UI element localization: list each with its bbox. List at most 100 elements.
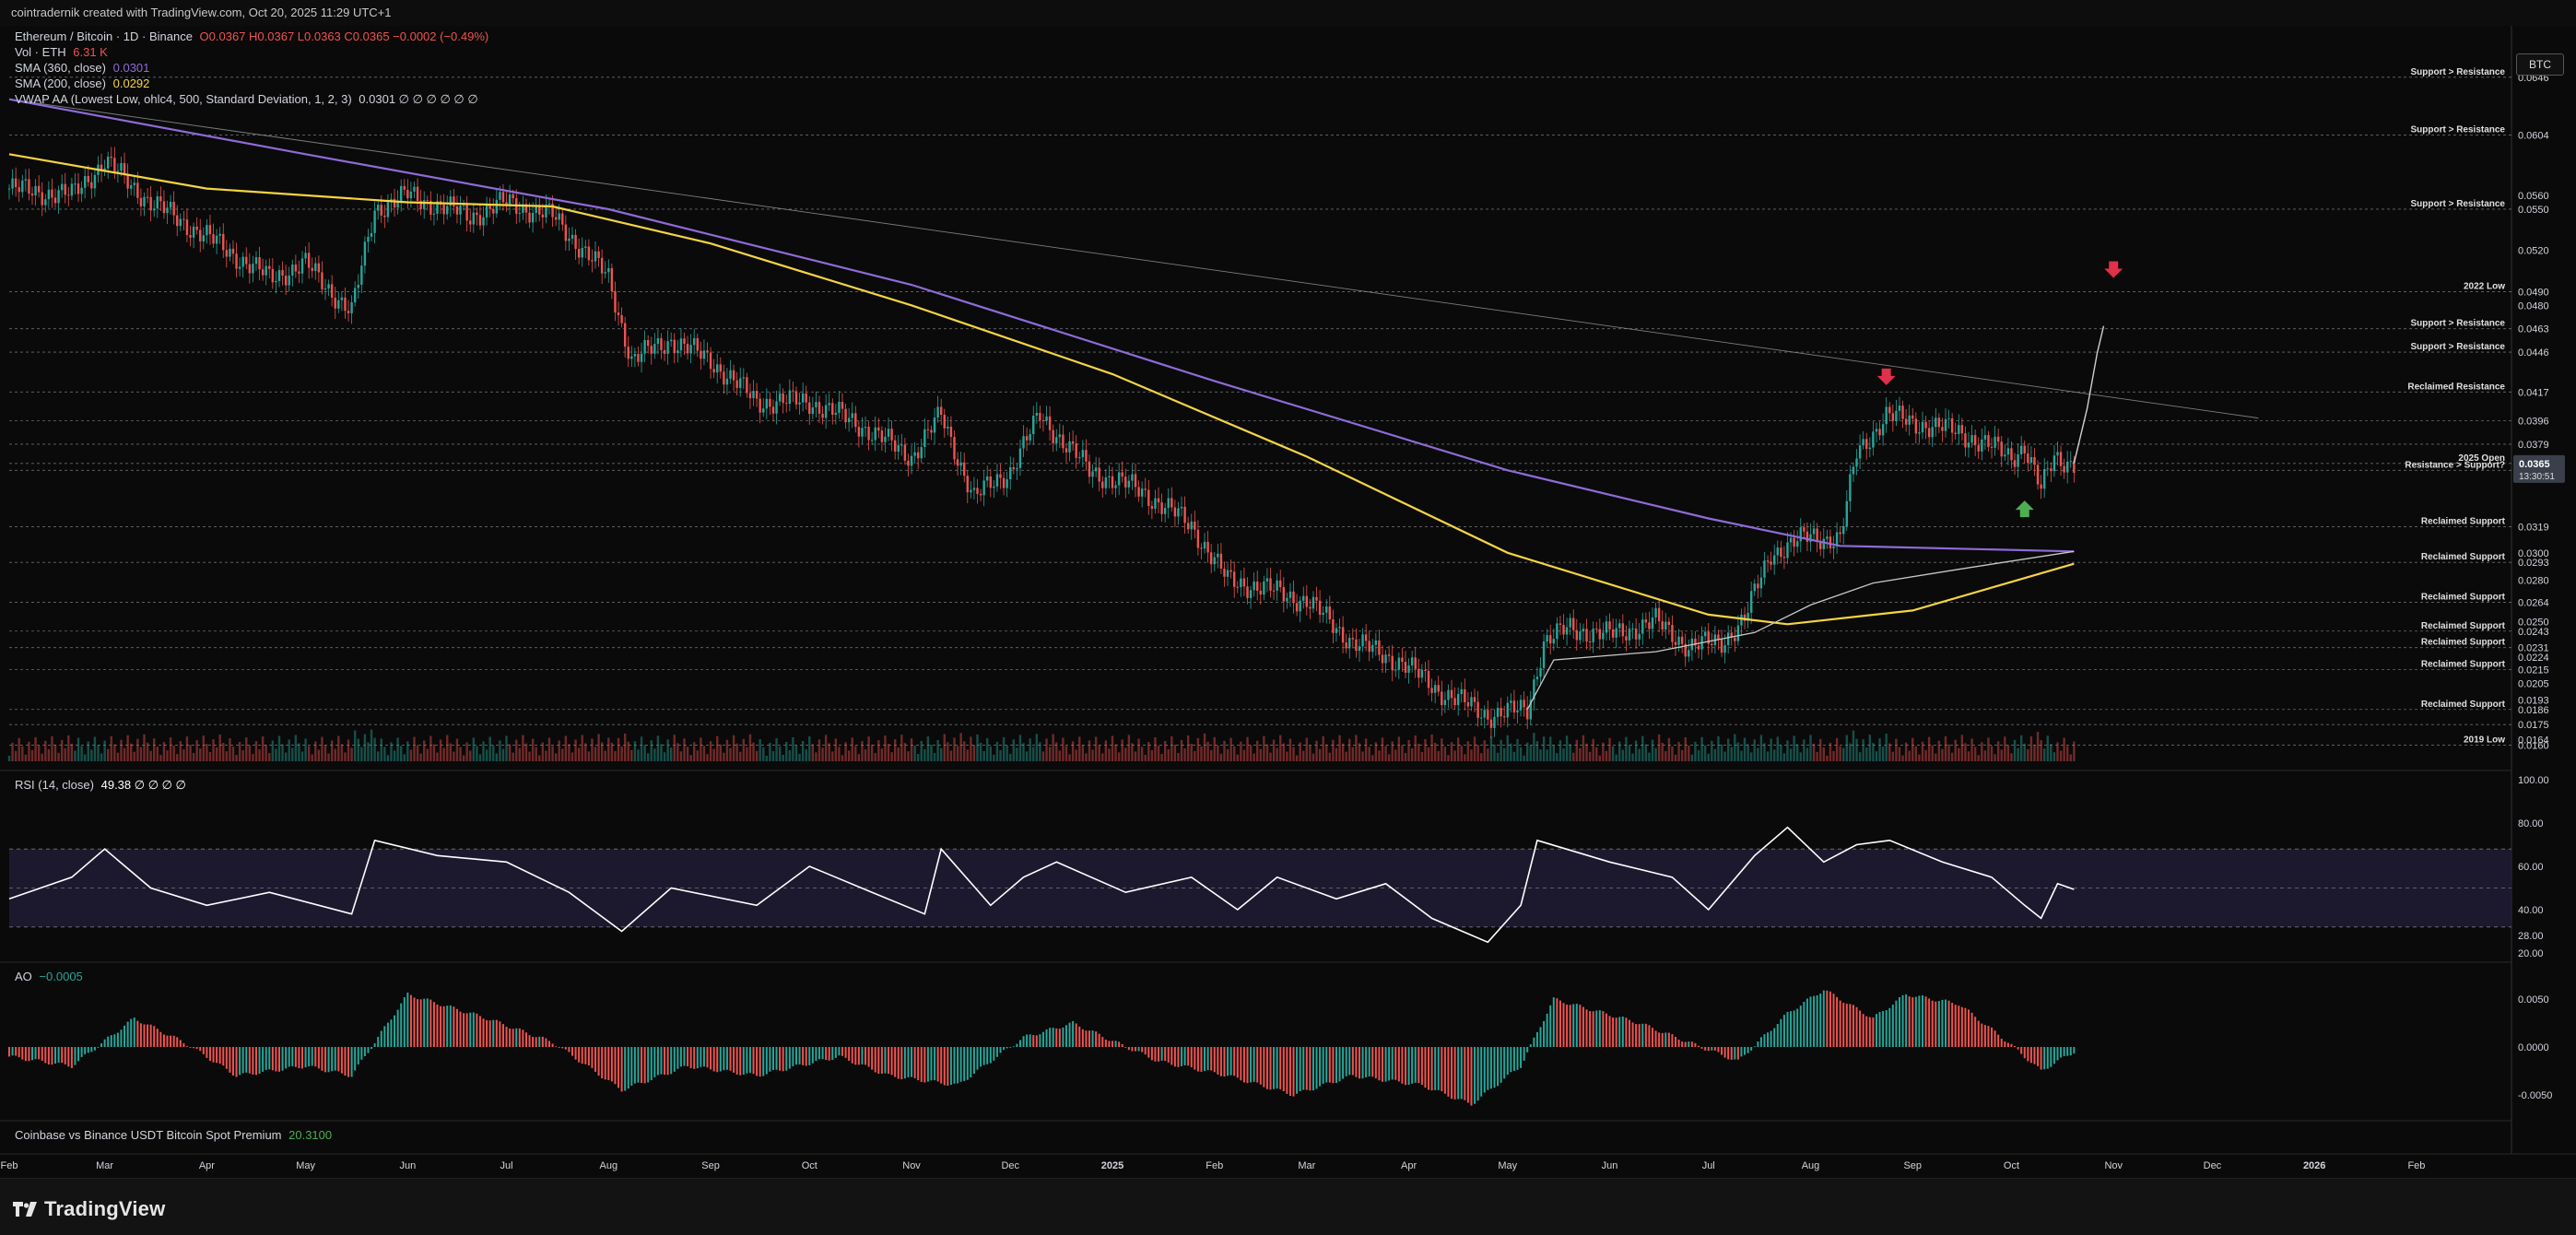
ao-bar xyxy=(80,1047,83,1057)
countdown-label: 13:30:51 xyxy=(2519,472,2555,482)
volume-bar xyxy=(515,739,518,761)
volume-bar xyxy=(1832,750,1835,761)
ao-bar xyxy=(702,1047,705,1067)
candle-body xyxy=(1743,614,1747,621)
volume-bar xyxy=(522,735,524,761)
candle-body xyxy=(235,253,238,269)
candle-body xyxy=(1150,505,1154,509)
currency-button[interactable]: BTC xyxy=(2516,53,2564,76)
volume-bar xyxy=(1921,741,1924,761)
volume-bar xyxy=(70,743,74,761)
volume-bar xyxy=(669,747,673,761)
volume-bar xyxy=(1078,736,1081,761)
candle-body xyxy=(1759,577,1763,589)
volume-bar xyxy=(1433,742,1437,761)
ao-bar xyxy=(34,1047,37,1060)
volume-bar xyxy=(1970,738,1973,761)
volume-bar xyxy=(732,735,735,761)
ao-bar xyxy=(959,1047,962,1082)
candle-body xyxy=(1371,644,1374,653)
ao-bar xyxy=(1704,1047,1707,1051)
ao-bar xyxy=(1592,1011,1594,1047)
ao-bar xyxy=(1773,1028,1776,1047)
candle-body xyxy=(689,345,692,354)
candle-body xyxy=(1206,541,1209,553)
rsi-tick-label: 80.00 xyxy=(2518,818,2544,829)
candle-body xyxy=(1378,640,1381,655)
volume-bar xyxy=(419,753,422,761)
volume-bar xyxy=(1094,736,1098,761)
ao-bar xyxy=(841,1047,843,1056)
volume-bar xyxy=(235,755,238,761)
volume-bar xyxy=(90,749,93,761)
ao-bar xyxy=(1736,1047,1739,1060)
ao-bar xyxy=(277,1047,280,1072)
candle-body xyxy=(1707,631,1710,644)
volume-bar xyxy=(999,749,1002,761)
level-label: Reclaimed Resistance xyxy=(2407,382,2505,392)
candle-body xyxy=(870,440,874,441)
volume-bar xyxy=(1770,738,1772,761)
price-tick-label: 0.0264 xyxy=(2518,597,2549,608)
candle-body xyxy=(702,350,706,359)
volume-bar xyxy=(746,747,748,761)
price-tick-label: 0.0490 xyxy=(2518,287,2549,298)
volume-bar xyxy=(1713,748,1717,761)
ao-bar xyxy=(1104,1039,1107,1047)
volume-bar xyxy=(1443,747,1447,761)
volume-bar xyxy=(696,750,699,761)
ao-bar xyxy=(1960,1006,1963,1047)
chart-area[interactable]: Support > Resistance Support > Resistance… xyxy=(0,26,2576,1178)
volume-bar xyxy=(1888,743,1891,761)
ao-bar xyxy=(1256,1047,1259,1083)
candle-body xyxy=(1898,406,1901,411)
ao-bar xyxy=(1210,1047,1213,1071)
volume-bar xyxy=(1404,752,1407,761)
candle-body xyxy=(1849,474,1852,501)
candle-body xyxy=(976,488,979,494)
candle-body xyxy=(1190,521,1193,530)
ao-bar xyxy=(1312,1047,1314,1091)
volume-value: 6.31 K xyxy=(73,45,108,59)
candle-body xyxy=(1209,552,1213,565)
ao-bar xyxy=(1684,1041,1687,1047)
candle-body xyxy=(1229,570,1232,572)
volume-bar xyxy=(1302,750,1305,761)
ao-bar xyxy=(1770,1030,1772,1047)
ao-bar xyxy=(802,1047,805,1065)
candle-body xyxy=(206,225,208,236)
ao-bar xyxy=(2053,1047,2055,1064)
volume-bar xyxy=(508,744,512,761)
tradingview-logo-icon xyxy=(13,1202,37,1217)
candle-body xyxy=(640,353,643,362)
candle-body xyxy=(1140,488,1144,497)
volume-bar xyxy=(64,747,66,761)
ao-bar xyxy=(624,1047,627,1091)
ao-bar xyxy=(2060,1047,2063,1058)
candle-body xyxy=(1410,657,1414,666)
volume-bar xyxy=(1091,749,1094,761)
volume-bar xyxy=(1759,735,1763,761)
candle-body xyxy=(1039,412,1041,421)
candle-body xyxy=(1671,625,1674,642)
level-label: Reclaimed Support xyxy=(2421,592,2506,602)
tradingview-logo[interactable]: TradingView xyxy=(13,1197,165,1221)
volume-bar xyxy=(1872,743,1875,761)
ao-bar xyxy=(1677,1040,1680,1047)
ao-bar xyxy=(1730,1047,1733,1060)
ao-bar xyxy=(110,1035,112,1047)
ao-bar xyxy=(1776,1024,1779,1047)
candle-body xyxy=(1167,498,1170,509)
volume-bar xyxy=(416,745,419,761)
ao-bar xyxy=(729,1047,732,1071)
ao-bar xyxy=(1598,1010,1601,1047)
candle-body xyxy=(1924,421,1927,429)
ao-bar xyxy=(294,1047,297,1067)
candle-body xyxy=(1213,557,1216,565)
volume-bar xyxy=(874,753,876,761)
volume-bar xyxy=(630,749,633,761)
volume-bar xyxy=(271,740,275,761)
candle-body xyxy=(1196,529,1200,548)
ao-bar xyxy=(1878,1011,1881,1047)
